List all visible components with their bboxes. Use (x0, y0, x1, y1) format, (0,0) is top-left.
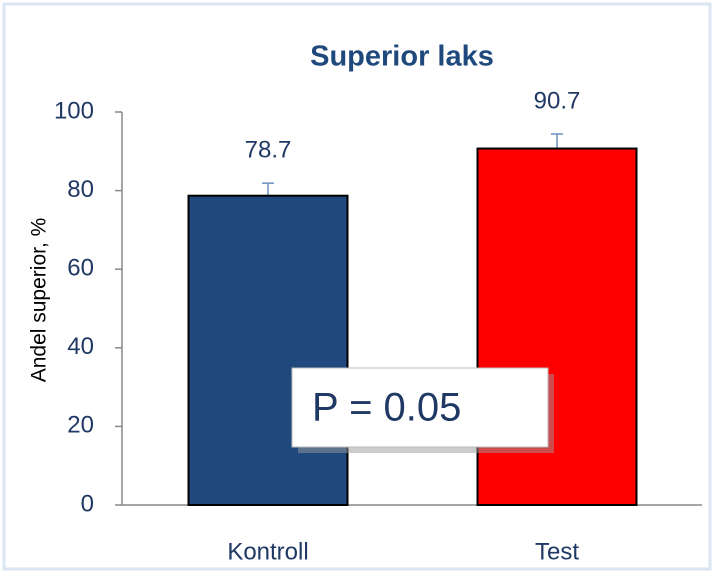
data-label: 78.7 (245, 136, 292, 163)
y-axis-label: Andel superior, % (28, 218, 51, 383)
y-tick-label: 40 (67, 333, 94, 360)
annotation: P = 0.05 (312, 386, 461, 430)
y-tick-label: 20 (67, 412, 94, 439)
y-tick-label: 80 (67, 176, 94, 203)
y-tick-label: 0 (81, 490, 94, 517)
chart-title: Superior laks (310, 41, 494, 73)
y-tick-label: 60 (67, 255, 94, 282)
annotation-box (291, 367, 549, 448)
y-tick-label: 100 (54, 97, 94, 124)
bar (187, 194, 349, 506)
data-label: 90.7 (534, 87, 581, 114)
x-tick-label: Test (535, 538, 579, 565)
x-tick-label: Kontroll (227, 538, 308, 565)
